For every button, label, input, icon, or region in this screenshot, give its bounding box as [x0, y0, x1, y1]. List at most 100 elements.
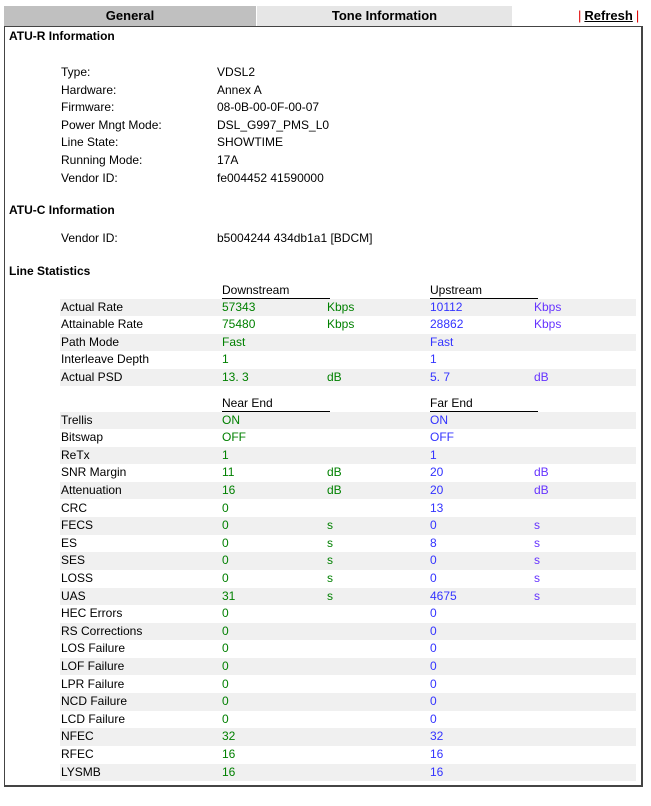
- row-label: LOS Failure: [61, 641, 126, 656]
- row-value: b5004244 434db1a1 [BDCM]: [217, 231, 373, 245]
- far-value: 0: [430, 623, 437, 638]
- row-label: Type:: [61, 65, 91, 79]
- table-row: Hardware: Annex A: [60, 82, 636, 100]
- table-row: ReTx 1 1: [60, 446, 636, 465]
- far-value: 0: [430, 518, 437, 533]
- row-label: Interleave Depth: [61, 352, 150, 367]
- row-value: VDSL2: [217, 65, 256, 79]
- row-value: 0: [222, 623, 229, 638]
- far-value: 4675: [430, 588, 457, 603]
- table-row: RFEC 16 16: [60, 746, 636, 764]
- row-value: 0: [222, 535, 229, 550]
- row-label: NFEC: [61, 729, 94, 744]
- upstream-header: Upstream: [430, 282, 538, 299]
- row-label: Vendor ID:: [61, 170, 118, 185]
- table-row: Actual Rate 57343 Kbps 10112 Kbps: [60, 298, 636, 317]
- far-unit: s: [534, 518, 540, 533]
- table-row: FECS 0 s 0 s: [60, 517, 636, 535]
- far-value: 0: [430, 606, 437, 621]
- far-value: 5. 7: [430, 369, 451, 384]
- row-label: LYSMB: [61, 764, 101, 779]
- table-row: LCD Failure 0 0: [60, 711, 636, 729]
- far-unit: Kbps: [534, 299, 562, 314]
- row-label: HEC Errors: [61, 606, 123, 621]
- line-statistics-heading: Line Statistics: [9, 264, 91, 278]
- row-value: 0: [222, 570, 229, 585]
- far-value: Fast: [430, 334, 454, 349]
- far-value: 10112: [430, 299, 463, 314]
- far-value: 0: [430, 658, 437, 673]
- row-value: 08-0B-00-0F-00-07: [217, 100, 320, 115]
- far-unit: s: [534, 553, 540, 568]
- row-label: Path Mode: [61, 334, 120, 349]
- far-value: 0: [430, 676, 437, 691]
- far-unit: dB: [534, 369, 549, 384]
- far-value: 13: [430, 500, 444, 515]
- far-unit: s: [534, 588, 540, 603]
- row-label: CRC: [61, 500, 87, 515]
- near-unit: Kbps: [327, 317, 355, 332]
- far-value: 0: [430, 694, 437, 709]
- table-row: Line State: SHOWTIME: [60, 134, 636, 152]
- table-row: Power Mngt Mode: DSL_G997_PMS_L0: [60, 117, 636, 135]
- row-label: SNR Margin: [61, 465, 127, 480]
- row-label: Vendor ID:: [61, 231, 118, 245]
- row-label: ES: [61, 535, 78, 550]
- row-value: 0: [222, 606, 229, 621]
- row-value: 0: [222, 518, 229, 533]
- far-value: ON: [430, 412, 448, 427]
- row-label: Actual Rate: [61, 299, 124, 314]
- table-row: Actual PSD 13. 3 dB 5. 7 dB: [60, 368, 636, 387]
- row-value: 17A: [217, 153, 239, 167]
- table-row: UAS 31 s 4675 s: [60, 587, 636, 606]
- row-value: DSL_G997_PMS_L0: [217, 117, 330, 132]
- row-value: 1: [222, 447, 229, 462]
- far-unit: dB: [534, 482, 549, 497]
- table-row: Interleave Depth 1 1: [60, 351, 636, 369]
- far-value: 0: [430, 570, 437, 585]
- table-row: NCD Failure 0 0: [60, 693, 636, 711]
- tab-tone-information[interactable]: Tone Information: [257, 6, 512, 26]
- far-unit: Kbps: [534, 317, 562, 332]
- row-value: OFF: [222, 430, 246, 445]
- separator: |: [578, 8, 582, 23]
- row-label: Running Mode:: [61, 153, 143, 167]
- row-value: ON: [222, 412, 240, 427]
- row-label: Line State:: [61, 135, 119, 150]
- row-value: 0: [222, 711, 229, 726]
- row-label: Trellis: [61, 412, 93, 427]
- row-label: Attenuation: [61, 482, 122, 497]
- table-row: Trellis ON ON: [60, 411, 636, 430]
- table-row: LOF Failure 0 0: [60, 657, 636, 676]
- table-row: RS Corrections 0 0: [60, 622, 636, 641]
- far-value: 1: [430, 447, 437, 462]
- row-label: Bitswap: [61, 430, 104, 445]
- near-unit: dB: [327, 482, 342, 497]
- near-unit: dB: [327, 369, 342, 384]
- table-row: Attenuation 16 dB 20 dB: [60, 481, 636, 500]
- far-value: 8: [430, 535, 437, 550]
- row-value: fe004452 41590000: [217, 170, 324, 185]
- row-label: LOSS: [61, 570, 94, 585]
- table-row: CRC 0 13: [60, 500, 636, 518]
- row-value: 16: [222, 482, 236, 497]
- far-value: 16: [430, 746, 444, 761]
- row-label: Power Mngt Mode:: [61, 117, 162, 132]
- table-row: HEC Errors 0 0: [60, 605, 636, 623]
- table-row: Path Mode Fast Fast: [60, 333, 636, 352]
- far-value: 0: [430, 641, 437, 656]
- near-unit: Kbps: [327, 299, 355, 314]
- near-unit: s: [327, 553, 333, 568]
- row-value: 0: [222, 641, 229, 656]
- far-value: 32: [430, 729, 444, 744]
- table-row: ES 0 s 8 s: [60, 535, 636, 553]
- table-row: SES 0 s 0 s: [60, 552, 636, 570]
- refresh-link[interactable]: Refresh: [584, 8, 633, 23]
- row-value: 0: [222, 694, 229, 709]
- row-value: 31: [222, 588, 236, 603]
- tab-general[interactable]: General: [4, 6, 256, 26]
- row-label: RS Corrections: [61, 623, 143, 638]
- far-value: 0: [430, 711, 437, 726]
- far-unit: dB: [534, 465, 549, 480]
- table-row: Bitswap OFF OFF: [60, 429, 636, 447]
